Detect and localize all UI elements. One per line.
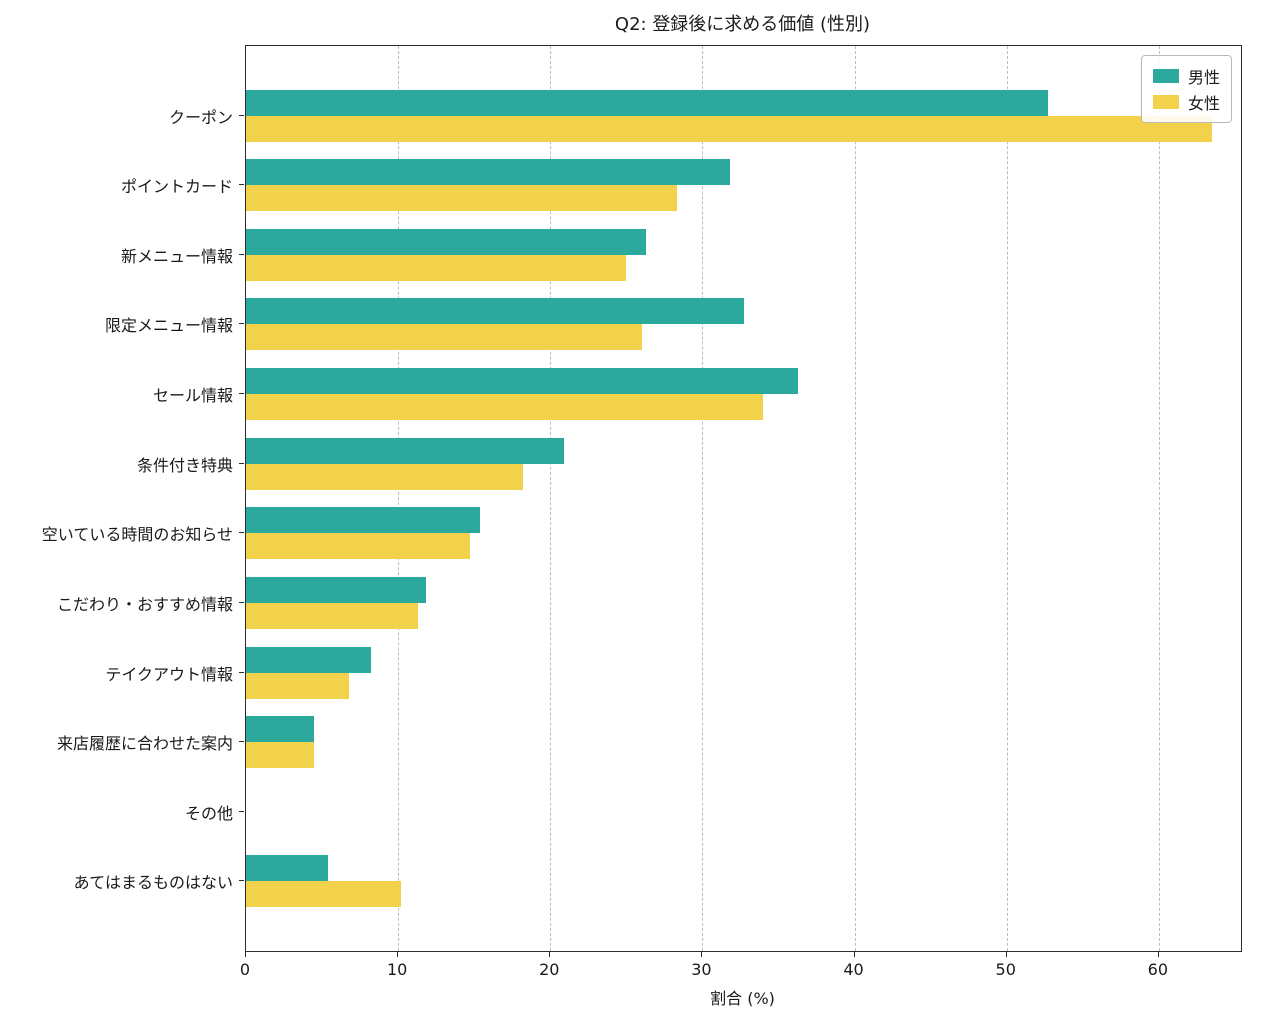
gridline bbox=[398, 46, 400, 951]
bar-女性-テイクアウト情報 bbox=[246, 672, 350, 699]
bar-男性-あてはまるものはない bbox=[246, 855, 329, 882]
y-tick-label: セール情報 bbox=[152, 386, 233, 406]
legend: 男性 女性 bbox=[1140, 55, 1232, 123]
y-tick-label: クーポン bbox=[168, 107, 233, 127]
x-tick-label: 10 bbox=[386, 960, 408, 979]
y-tick-label: 来店履歴に合わせた案内 bbox=[56, 734, 233, 754]
bar-女性-こだわり・おすすめ情報 bbox=[246, 602, 418, 629]
bar-女性-ポイントカード bbox=[246, 185, 677, 212]
y-tick-label: 新メニュー情報 bbox=[120, 246, 233, 266]
bar-男性-ポイントカード bbox=[246, 159, 730, 186]
y-tick-label: こだわり・おすすめ情報 bbox=[56, 594, 233, 614]
y-tick-mark bbox=[239, 601, 244, 603]
x-tick-label: 20 bbox=[539, 960, 560, 979]
y-tick-label: ポイントカード bbox=[120, 177, 233, 197]
y-tick-label: 条件付き特典 bbox=[136, 455, 233, 475]
bar-男性-セール情報 bbox=[246, 368, 799, 395]
bar-男性-来店履歴に合わせた案内 bbox=[246, 716, 315, 743]
legend-swatch-icon bbox=[1152, 69, 1179, 83]
bar-女性-クーポン bbox=[246, 115, 1213, 142]
y-tick-mark bbox=[239, 880, 244, 882]
x-tick-label: 60 bbox=[1147, 960, 1169, 979]
bar-男性-条件付き特典 bbox=[246, 437, 564, 464]
gridline bbox=[1006, 46, 1008, 951]
x-tick-mark bbox=[853, 951, 855, 957]
y-tick-mark bbox=[239, 114, 244, 116]
y-tick-mark bbox=[239, 810, 244, 812]
x-tick-label: 0 bbox=[239, 960, 251, 979]
y-tick-mark bbox=[239, 671, 244, 673]
gridline bbox=[854, 46, 856, 951]
bar-男性-空いている時間のお知らせ bbox=[246, 507, 481, 534]
y-tick-mark bbox=[239, 253, 244, 255]
legend-label: 男性 bbox=[1187, 68, 1220, 87]
x-tick-mark bbox=[397, 951, 399, 957]
x-tick-mark bbox=[549, 951, 551, 957]
plot-area: 男性 女性 bbox=[245, 45, 1242, 952]
bar-女性-条件付き特典 bbox=[246, 463, 523, 490]
bar-男性-限定メニュー情報 bbox=[246, 298, 744, 325]
x-axis-label: 割合 (%) bbox=[710, 989, 775, 1008]
chart-title: Q2: 登録後に求める価値 (性別) bbox=[614, 14, 871, 35]
legend-label: 女性 bbox=[1187, 94, 1220, 113]
legend-entry: 男性 bbox=[1152, 63, 1220, 89]
x-tick-label: 50 bbox=[995, 960, 1016, 979]
gridline bbox=[1158, 46, 1160, 951]
bar-女性-限定メニュー情報 bbox=[246, 324, 642, 351]
gridline bbox=[550, 46, 552, 951]
y-tick-mark bbox=[239, 184, 244, 186]
bar-男性-こだわり・おすすめ情報 bbox=[246, 576, 426, 603]
bar-男性-新メニュー情報 bbox=[246, 228, 647, 255]
bar-女性-来店履歴に合わせた案内 bbox=[246, 742, 315, 769]
bar-女性-あてはまるものはない bbox=[246, 881, 402, 908]
x-tick-mark bbox=[701, 951, 703, 957]
y-tick-label: 限定メニュー情報 bbox=[104, 316, 233, 336]
y-tick-mark bbox=[239, 741, 244, 743]
y-tick-mark bbox=[239, 323, 244, 325]
gridline bbox=[702, 46, 704, 951]
y-tick-label: テイクアウト情報 bbox=[105, 664, 233, 684]
y-tick-label: その他 bbox=[184, 803, 233, 823]
bar-女性-空いている時間のお知らせ bbox=[246, 533, 470, 560]
y-tick-label: あてはまるものはない bbox=[73, 873, 233, 893]
x-tick-label: 40 bbox=[843, 960, 864, 979]
legend-entry: 女性 bbox=[1152, 89, 1220, 115]
y-tick-mark bbox=[239, 393, 244, 395]
x-tick-label: 30 bbox=[691, 960, 712, 979]
y-tick-label: 空いている時間のお知らせ bbox=[41, 525, 233, 545]
bar-女性-セール情報 bbox=[246, 394, 764, 421]
bar-男性-テイクアウト情報 bbox=[246, 646, 371, 673]
legend-swatch-icon bbox=[1152, 95, 1179, 109]
x-tick-mark bbox=[1005, 951, 1007, 957]
y-tick-mark bbox=[239, 462, 244, 464]
bar-男性-クーポン bbox=[246, 89, 1048, 116]
y-tick-mark bbox=[239, 532, 244, 534]
bar-女性-新メニュー情報 bbox=[246, 254, 627, 281]
x-tick-mark bbox=[245, 951, 246, 957]
x-tick-mark bbox=[1157, 951, 1159, 957]
